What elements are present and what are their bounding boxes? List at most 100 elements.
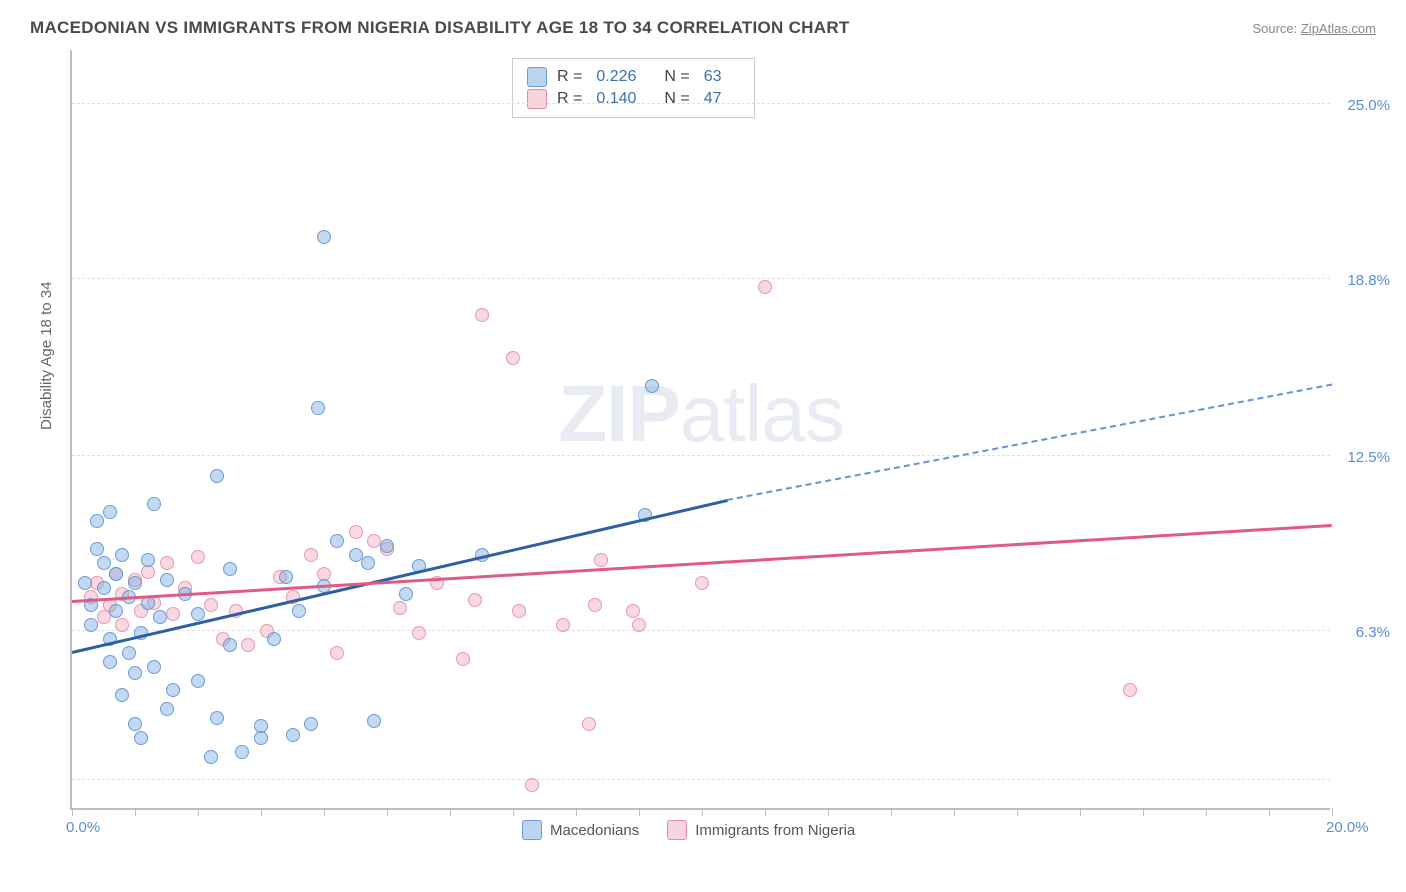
data-point: [393, 601, 407, 615]
correlation-legend: R = 0.226N = 63R = 0.140N = 47: [512, 58, 755, 118]
data-point: [349, 525, 363, 539]
data-point: [361, 556, 375, 570]
gridline: [72, 455, 1330, 456]
data-point: [204, 750, 218, 764]
data-point: [380, 539, 394, 553]
data-point: [588, 598, 602, 612]
legend-swatch: [527, 89, 547, 109]
data-point: [254, 719, 268, 733]
data-point: [109, 567, 123, 581]
y-axis-label: Disability Age 18 to 34: [38, 282, 55, 430]
data-point: [512, 604, 526, 618]
source-attribution: Source: ZipAtlas.com: [1252, 21, 1376, 36]
x-tick: [450, 808, 451, 816]
x-tick: [1017, 808, 1018, 816]
legend-swatch: [527, 67, 547, 87]
data-point: [128, 717, 142, 731]
x-tick-label: 0.0%: [66, 819, 100, 836]
data-point: [399, 587, 413, 601]
data-point: [525, 778, 539, 792]
data-point: [97, 556, 111, 570]
data-point: [166, 683, 180, 697]
data-point: [84, 618, 98, 632]
source-link[interactable]: ZipAtlas.com: [1301, 21, 1376, 36]
data-point: [103, 655, 117, 669]
x-tick: [828, 808, 829, 816]
data-point: [128, 666, 142, 680]
data-point: [141, 553, 155, 567]
data-point: [128, 576, 142, 590]
chart-container: Disability Age 18 to 34 ZIPatlas R = 0.2…: [50, 50, 1330, 830]
watermark: ZIPatlas: [558, 368, 843, 460]
data-point: [160, 556, 174, 570]
data-point: [626, 604, 640, 618]
data-point: [292, 604, 306, 618]
x-tick: [891, 808, 892, 816]
x-tick: [1143, 808, 1144, 816]
data-point: [97, 581, 111, 595]
data-point: [758, 280, 772, 294]
legend-swatch: [522, 820, 542, 840]
data-point: [475, 308, 489, 322]
data-point: [279, 570, 293, 584]
x-tick: [1269, 808, 1270, 816]
trend-line: [72, 524, 1332, 602]
x-tick: [135, 808, 136, 816]
data-point: [223, 638, 237, 652]
data-point: [304, 717, 318, 731]
x-tick: [954, 808, 955, 816]
legend-swatch: [667, 820, 687, 840]
data-point: [317, 230, 331, 244]
data-point: [223, 562, 237, 576]
data-point: [645, 379, 659, 393]
data-point: [210, 711, 224, 725]
trend-line: [727, 384, 1332, 501]
scatter-plot: ZIPatlas R = 0.226N = 63R = 0.140N = 47 …: [70, 50, 1330, 810]
legend-item: Macedonians: [522, 820, 639, 840]
data-point: [349, 548, 363, 562]
data-point: [90, 514, 104, 528]
chart-title: MACEDONIAN VS IMMIGRANTS FROM NIGERIA DI…: [30, 18, 850, 38]
data-point: [632, 618, 646, 632]
data-point: [468, 593, 482, 607]
x-tick: [387, 808, 388, 816]
x-tick: [765, 808, 766, 816]
data-point: [330, 646, 344, 660]
data-point: [78, 576, 92, 590]
data-point: [115, 548, 129, 562]
x-tick: [576, 808, 577, 816]
x-tick: [324, 808, 325, 816]
data-point: [1123, 683, 1137, 697]
y-tick-label: 18.8%: [1347, 272, 1390, 289]
data-point: [311, 401, 325, 415]
data-point: [134, 731, 148, 745]
y-tick-label: 25.0%: [1347, 97, 1390, 114]
data-point: [153, 610, 167, 624]
data-point: [582, 717, 596, 731]
x-tick: [702, 808, 703, 816]
x-tick: [513, 808, 514, 816]
data-point: [103, 505, 117, 519]
y-tick-label: 6.3%: [1356, 624, 1390, 641]
legend-row: R = 0.140N = 47: [527, 89, 740, 109]
data-point: [235, 745, 249, 759]
data-point: [286, 728, 300, 742]
data-point: [456, 652, 470, 666]
data-point: [367, 714, 381, 728]
data-point: [191, 674, 205, 688]
data-point: [115, 688, 129, 702]
data-point: [695, 576, 709, 590]
data-point: [147, 497, 161, 511]
gridline: [72, 103, 1330, 104]
data-point: [267, 632, 281, 646]
data-point: [115, 618, 129, 632]
data-point: [330, 534, 344, 548]
data-point: [147, 660, 161, 674]
data-point: [109, 604, 123, 618]
data-point: [241, 638, 255, 652]
x-tick: [1332, 808, 1333, 816]
data-point: [304, 548, 318, 562]
data-point: [412, 626, 426, 640]
data-point: [594, 553, 608, 567]
data-point: [166, 607, 180, 621]
